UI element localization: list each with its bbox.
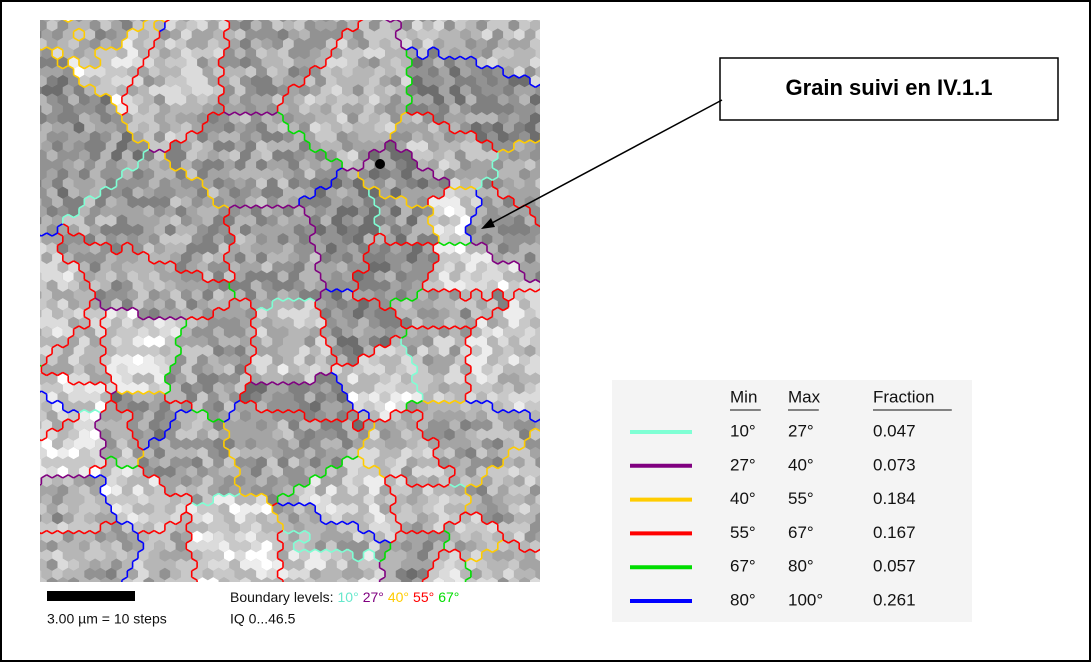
boundary-level: 40° [388, 589, 409, 605]
grain-boundary [40, 20, 540, 582]
table-cell: 0.047 [873, 421, 916, 440]
hex-cells [40, 20, 540, 582]
table-cell: 0.261 [873, 590, 916, 609]
table-header: Fraction [873, 387, 934, 406]
table-cell: 100° [788, 590, 823, 609]
table-cell: 0.184 [873, 489, 916, 508]
scale-label: 3.00 µm = 10 steps [47, 611, 167, 627]
iq-label: IQ 0...46.5 [230, 611, 296, 627]
table-cell: 10° [730, 421, 756, 440]
table-cell: 55° [788, 489, 814, 508]
table-cell: 0.073 [873, 455, 916, 474]
callout-box [719, 57, 1059, 121]
grain-boundary [40, 50, 472, 582]
table-cell: 55° [730, 523, 756, 542]
ebsd-map [40, 20, 540, 582]
boundary-level: 55° [413, 589, 434, 605]
table-cell: 80° [730, 590, 756, 609]
table-cell: 40° [788, 455, 814, 474]
boundary-level: 67° [438, 589, 459, 605]
grain-boundary [40, 20, 540, 582]
grain-boundary [62, 148, 499, 563]
hex-cells [40, 20, 540, 582]
table-cell: 67° [730, 557, 756, 576]
boundary-label: Boundary levels: 10° 27° 40° 55° 67° [230, 589, 459, 605]
callout-arrow [489, 99, 723, 225]
hex-cells [40, 20, 540, 582]
hex-cells [40, 20, 540, 582]
table-cell: 0.167 [873, 523, 916, 542]
boundary-level: 27° [363, 589, 384, 605]
marker-dot [375, 159, 385, 169]
table-cell: 80° [788, 557, 814, 576]
table-cell: 27° [730, 455, 756, 474]
grain-boundary [40, 20, 540, 563]
boundary-level: 10° [338, 589, 359, 605]
table-cell: 67° [788, 523, 814, 542]
table-header: Min [730, 387, 757, 406]
table-cell: 27° [788, 421, 814, 440]
hex-cells [40, 20, 540, 582]
callout-text: Grain suivi en IV.1.1 [785, 75, 992, 100]
grain-boundary [40, 22, 540, 582]
boundary-title: Boundary levels: [230, 589, 334, 605]
table-cell: 0.057 [873, 557, 916, 576]
arrow-head [481, 218, 495, 229]
legend-table: Min Max Fraction 10° 27° 0.047 27° 40° 0.073 40° 5… [630, 387, 952, 609]
table-cell: 40° [730, 489, 756, 508]
table-header: Max [788, 387, 821, 406]
scale-bar [47, 591, 135, 601]
